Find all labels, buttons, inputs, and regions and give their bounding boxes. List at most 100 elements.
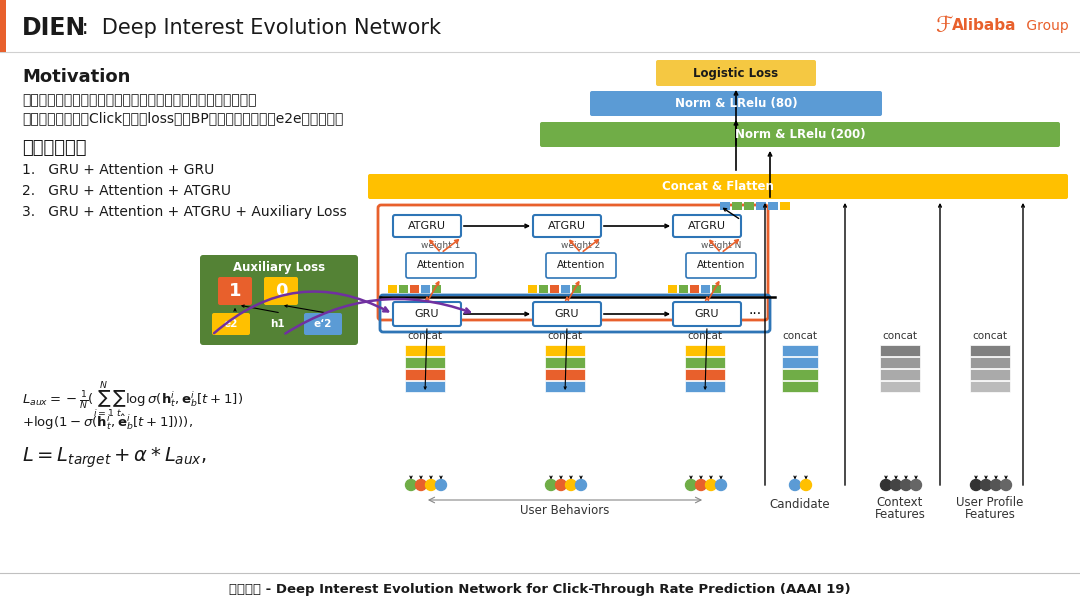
Bar [539, 285, 548, 293]
Text: ATGRU: ATGRU [408, 221, 446, 231]
Text: $+\log(1-\sigma(\mathbf{h}_t^i, \hat{\mathbf{e}}_b^i[t+1]))),$: $+\log(1-\sigma(\mathbf{h}_t^i, \hat{\ma… [22, 412, 193, 432]
Circle shape [800, 479, 811, 490]
Circle shape [891, 479, 902, 490]
Bar [780, 202, 789, 210]
FancyBboxPatch shape [673, 302, 741, 326]
FancyBboxPatch shape [406, 253, 476, 278]
Bar [685, 381, 725, 392]
FancyBboxPatch shape [534, 302, 600, 326]
Circle shape [880, 479, 891, 490]
Bar [545, 345, 585, 356]
Text: weight 2: weight 2 [562, 241, 600, 250]
FancyBboxPatch shape [686, 253, 756, 278]
Text: Norm & LRelu (200): Norm & LRelu (200) [734, 128, 865, 141]
Bar [572, 285, 581, 293]
Bar [712, 285, 721, 293]
Text: 1: 1 [229, 282, 241, 300]
Bar [545, 357, 585, 368]
FancyBboxPatch shape [546, 253, 616, 278]
Text: User Profile: User Profile [956, 496, 1024, 508]
FancyBboxPatch shape [264, 277, 298, 305]
FancyBboxPatch shape [540, 122, 1059, 147]
Circle shape [405, 479, 417, 490]
Text: GRU: GRU [694, 309, 719, 319]
Bar [405, 357, 445, 368]
Bar [782, 345, 818, 356]
Circle shape [686, 479, 697, 490]
Circle shape [435, 479, 446, 490]
Text: Attention: Attention [697, 261, 745, 270]
Text: concat: concat [548, 331, 582, 341]
Bar [701, 285, 710, 293]
Text: 1.   GRU + Attention + GRU: 1. GRU + Attention + GRU [22, 163, 214, 177]
Circle shape [971, 479, 982, 490]
Text: Features: Features [875, 507, 926, 521]
FancyBboxPatch shape [656, 60, 816, 86]
Circle shape [416, 479, 427, 490]
Circle shape [715, 479, 727, 490]
Bar [756, 202, 766, 210]
FancyBboxPatch shape [673, 215, 741, 237]
Text: ℱ: ℱ [935, 16, 953, 36]
FancyBboxPatch shape [534, 215, 600, 237]
Bar [970, 381, 1010, 392]
Text: GRU: GRU [415, 309, 440, 319]
Bar [388, 285, 397, 293]
Text: $L_{aux} = -\frac{1}{N}(\sum_{i=1}^{N}\sum_{t}\log\sigma(\mathbf{h}_t^i, \mathbf: $L_{aux} = -\frac{1}{N}(\sum_{i=1}^{N}\s… [22, 380, 243, 421]
Bar [410, 285, 419, 293]
Text: concat: concat [783, 331, 818, 341]
Bar [970, 357, 1010, 368]
Text: GRU: GRU [555, 309, 579, 319]
Bar [685, 345, 725, 356]
Bar [782, 357, 818, 368]
Text: weight N: weight N [701, 241, 741, 250]
FancyBboxPatch shape [218, 277, 252, 305]
Circle shape [566, 479, 577, 490]
Bar [669, 285, 677, 293]
Text: User Behaviors: User Behaviors [521, 504, 610, 516]
Bar [432, 285, 441, 293]
Text: concat: concat [972, 331, 1008, 341]
Text: Context: Context [877, 496, 923, 508]
Circle shape [981, 479, 991, 490]
Text: Motivation: Motivation [22, 68, 131, 86]
Circle shape [576, 479, 586, 490]
Text: 模型演化过程: 模型演化过程 [22, 139, 86, 157]
Circle shape [990, 479, 1001, 490]
Text: Alibaba: Alibaba [951, 19, 1016, 33]
Text: ATGRU: ATGRU [548, 221, 586, 231]
Bar [690, 285, 699, 293]
Bar [732, 202, 742, 210]
Text: h1: h1 [270, 319, 284, 329]
Circle shape [696, 479, 706, 490]
Bar [768, 202, 778, 210]
Circle shape [705, 479, 716, 490]
Text: concat: concat [882, 331, 918, 341]
FancyBboxPatch shape [212, 313, 249, 335]
Text: 0: 0 [274, 282, 287, 300]
Bar [0, 0, 6, 52]
Bar [405, 369, 445, 380]
Bar [782, 381, 818, 392]
FancyBboxPatch shape [368, 174, 1068, 199]
Text: e2: e2 [224, 319, 239, 329]
Bar [880, 357, 920, 368]
Text: Concat & Flatten: Concat & Flatten [662, 180, 774, 193]
Text: DIEN: DIEN [22, 16, 86, 40]
Bar [421, 285, 430, 293]
Text: ···: ··· [750, 307, 762, 321]
Bar [880, 345, 920, 356]
Text: concat: concat [407, 331, 443, 341]
FancyBboxPatch shape [258, 313, 296, 335]
Bar [679, 285, 688, 293]
Text: 序列建模只依赖于Click信号的loss监督BP回传，回路过长，e2e学习难度大: 序列建模只依赖于Click信号的loss监督BP回传，回路过长，e2e学习难度大 [22, 111, 343, 125]
Bar [528, 285, 537, 293]
FancyBboxPatch shape [303, 313, 342, 335]
Text: Logistic Loss: Logistic Loss [693, 67, 779, 79]
FancyBboxPatch shape [200, 255, 357, 345]
Text: :  Deep Interest Evolution Network: : Deep Interest Evolution Network [75, 18, 441, 38]
Text: ATGRU: ATGRU [688, 221, 726, 231]
Circle shape [910, 479, 921, 490]
FancyBboxPatch shape [393, 215, 461, 237]
Bar [399, 285, 408, 293]
